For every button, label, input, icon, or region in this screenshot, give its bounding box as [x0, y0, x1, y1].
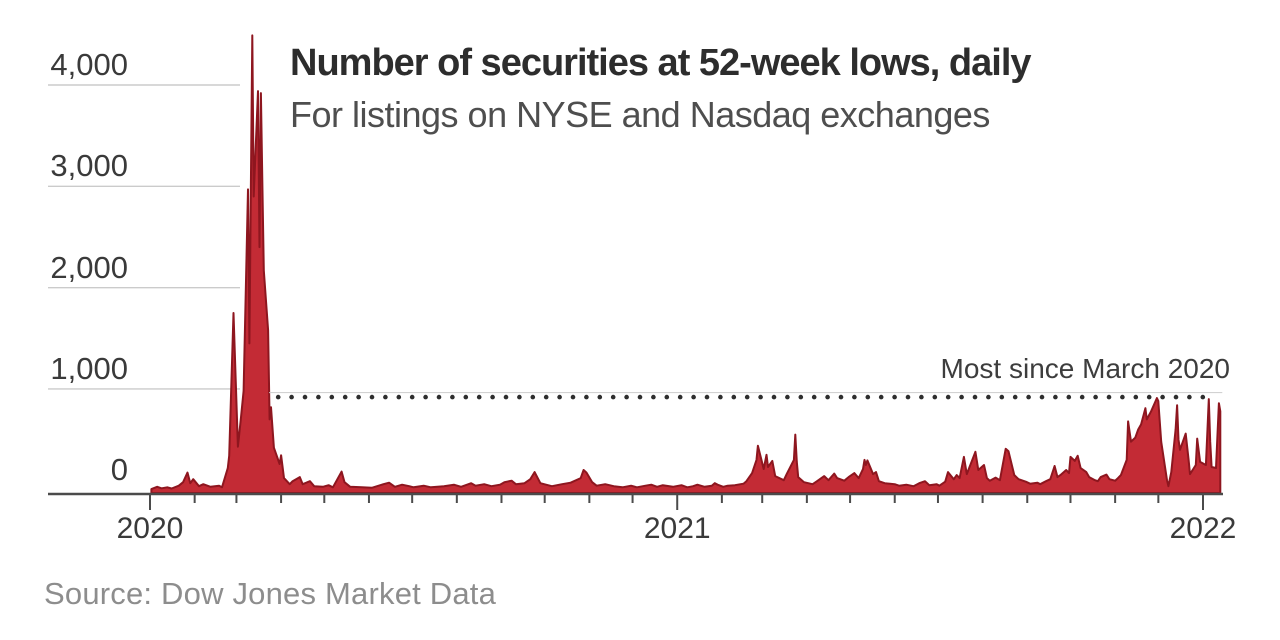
chart-title: Number of securities at 52-week lows, da…	[290, 42, 1032, 84]
reference-dot	[289, 394, 294, 400]
reference-dot	[758, 394, 763, 400]
reference-dot	[517, 394, 522, 400]
reference-dot	[959, 394, 964, 400]
reference-dot	[731, 394, 737, 400]
reference-dot	[1026, 394, 1031, 400]
reference-dot	[342, 394, 348, 400]
reference-dot	[584, 394, 589, 400]
reference-dot	[503, 394, 509, 400]
reference-dot	[744, 394, 750, 400]
reference-dot	[1200, 394, 1206, 400]
reference-dot	[945, 394, 951, 400]
reference-dot	[892, 394, 897, 400]
reference-dot	[597, 394, 603, 400]
reference-dot	[329, 394, 335, 400]
source-note: Source: Dow Jones Market Data	[44, 576, 497, 611]
reference-dot	[1120, 394, 1125, 400]
y-axis-tick-label-3000: 3,000	[50, 148, 128, 184]
reference-dot	[972, 394, 978, 400]
reference-dot	[1173, 394, 1179, 400]
reference-dot	[409, 394, 415, 400]
reference-dotted-line	[269, 391, 1223, 400]
reference-dot	[999, 394, 1005, 400]
reference-dot	[396, 394, 402, 400]
reference-dot	[570, 394, 576, 400]
x-axis-tick-label-2021: 2021	[643, 512, 711, 545]
reference-dot	[490, 394, 495, 400]
reference-dot	[1146, 394, 1152, 400]
reference-dot	[986, 394, 991, 400]
reference-dot	[1039, 394, 1045, 400]
reference-dot	[624, 394, 629, 400]
reference-dot	[718, 394, 723, 400]
reference-dot	[838, 394, 844, 400]
reference-dot	[1093, 394, 1098, 400]
reference-dot	[436, 394, 442, 400]
reference-dot	[704, 394, 710, 400]
reference-dot	[302, 394, 308, 400]
reference-dot	[1066, 394, 1072, 400]
reference-dot	[356, 394, 361, 400]
y-axis-tick-label-0: 0	[110, 452, 128, 488]
reference-dot	[557, 394, 562, 400]
reference-dot	[530, 394, 536, 400]
reference-dot	[1160, 394, 1165, 400]
reference-dot	[610, 394, 616, 400]
reference-dot	[677, 394, 683, 400]
x-axis-tick-label-2022: 2022	[1169, 512, 1237, 545]
reference-dot	[463, 394, 469, 400]
gridlines	[48, 84, 240, 390]
reference-dot	[1133, 394, 1139, 400]
reference-dot	[450, 394, 455, 400]
reference-line-label: Most since March 2020	[940, 353, 1230, 384]
series-area	[150, 34, 1222, 494]
reference-dot	[1187, 394, 1192, 400]
reference-dot	[369, 394, 375, 400]
x-axis	[48, 492, 1223, 510]
reference-dot	[919, 394, 924, 400]
reference-dot	[476, 394, 482, 400]
reference-dot	[423, 394, 428, 400]
reference-dot	[316, 394, 321, 400]
reference-dot	[664, 394, 670, 400]
reference-dot	[905, 394, 911, 400]
chart-subtitle: For listings on NYSE and Nasdaq exchange…	[290, 94, 990, 135]
reference-dot	[383, 394, 388, 400]
reference-dot	[1079, 394, 1085, 400]
reference-dot	[865, 394, 871, 400]
reference-dot	[1106, 394, 1112, 400]
reference-dot	[932, 394, 938, 400]
reference-dot	[785, 394, 790, 400]
y-axis-tick-label-4000: 4,000	[50, 47, 128, 82]
reference-dot	[771, 394, 777, 400]
reference-dot	[1012, 394, 1018, 400]
reference-dot	[637, 394, 643, 400]
reference-dot	[798, 394, 804, 400]
reference-dot	[825, 394, 830, 400]
y-axis-tick-label-2000: 2,000	[50, 249, 128, 285]
reference-dot	[275, 394, 281, 400]
reference-dot	[691, 394, 696, 400]
reference-dot	[1053, 394, 1058, 400]
reference-dot	[811, 394, 817, 400]
reference-dot	[852, 394, 857, 400]
y-axis-tick-label-1000: 1,000	[50, 350, 128, 386]
reference-dot	[543, 394, 549, 400]
reference-dot	[651, 394, 656, 400]
reference-dot	[878, 394, 884, 400]
x-axis-tick-label-2020: 2020	[116, 512, 184, 545]
